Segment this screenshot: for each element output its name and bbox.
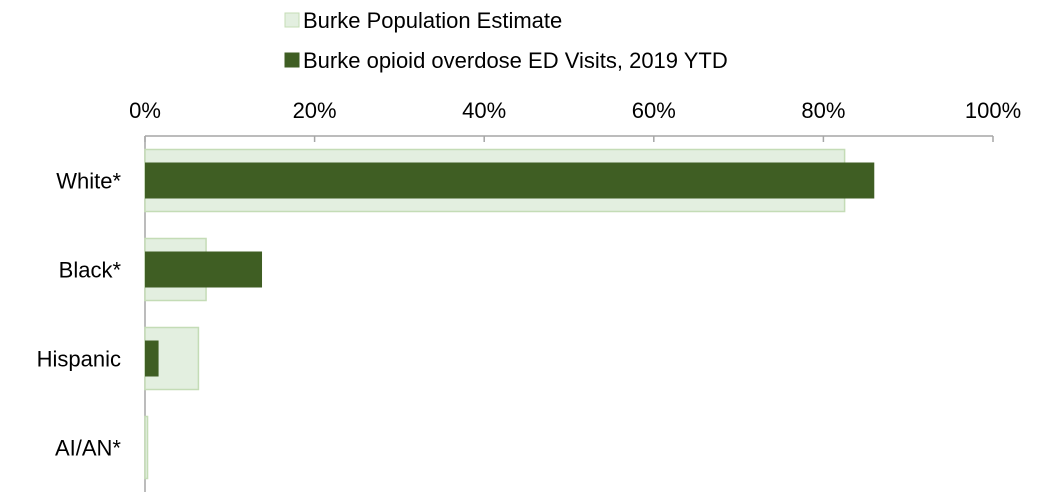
category-labels: White* Black* Hispanic AI/AN* xyxy=(37,169,122,461)
bar-ed-visits-3 xyxy=(145,340,159,377)
x-tick-label: 0% xyxy=(129,98,161,123)
legend-swatch-2 xyxy=(284,52,300,68)
category-label: White* xyxy=(56,169,121,194)
x-tick-label: 80% xyxy=(801,98,845,123)
legend-label-2: Burke opioid overdose ED Visits, 2019 YT… xyxy=(303,48,728,73)
bar-population-4 xyxy=(144,415,149,480)
x-tick-label: 40% xyxy=(462,98,506,123)
bar-ed-visits-1 xyxy=(145,162,875,199)
legend-swatch-1 xyxy=(284,12,300,28)
x-tick-label: 60% xyxy=(632,98,676,123)
x-tick-label: 20% xyxy=(293,98,337,123)
bar-ed-visits-2 xyxy=(145,251,263,288)
bars xyxy=(144,148,875,480)
category-label: Black* xyxy=(59,258,122,283)
legend: Burke Population Estimate Burke opioid ov… xyxy=(284,8,728,73)
x-axis: 0% 20% 40% 60% 80% 100% xyxy=(129,98,1021,492)
category-label: Hispanic xyxy=(37,347,121,372)
legend-label-1: Burke Population Estimate xyxy=(303,8,562,33)
category-label: AI/AN* xyxy=(55,436,121,461)
x-tick-label: 100% xyxy=(965,98,1021,123)
